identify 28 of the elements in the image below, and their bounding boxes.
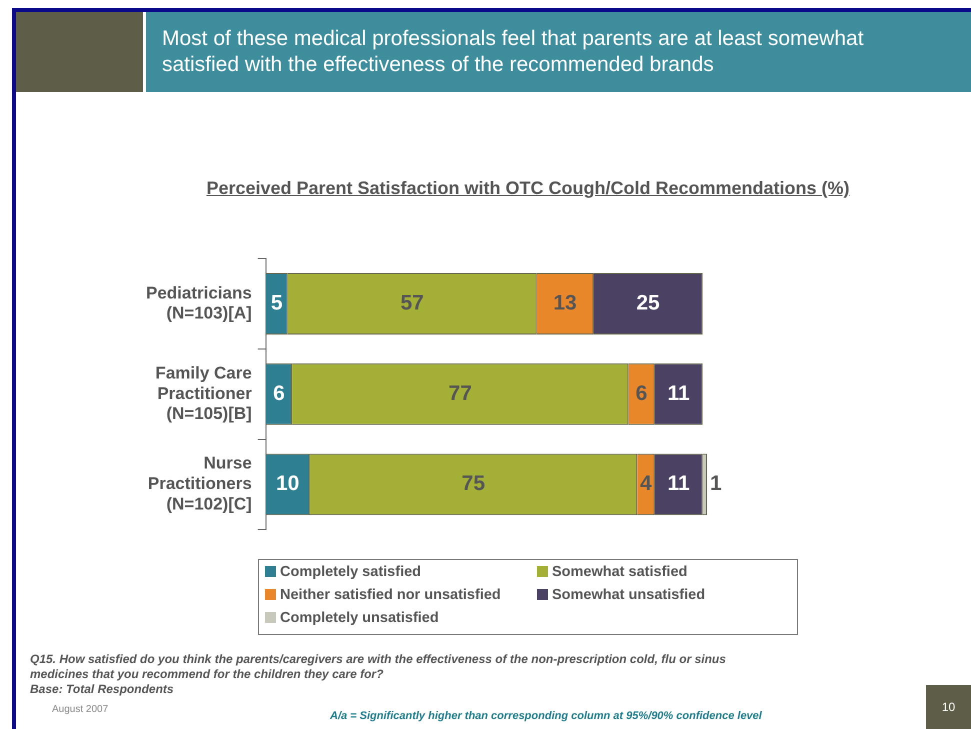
data-label: 6 bbox=[636, 382, 648, 405]
y-tick-label: Nurse Practitioners (N=102)[C] bbox=[148, 454, 252, 514]
data-label: 1 bbox=[710, 472, 722, 496]
data-label: 4 bbox=[640, 472, 652, 496]
legend-label: Completely unsatisfied bbox=[279, 610, 440, 628]
text: Q15. How satisfied do you think the parents/caregivers are with the effectiveness of the non-prescription cold, flu or sinus medicines that you recommend for the children they care for? bbox=[30, 652, 726, 681]
data-label: 57 bbox=[400, 292, 424, 315]
text: 10 bbox=[926, 685, 971, 729]
data-label: 75 bbox=[462, 472, 486, 496]
text: A/a = Significantly higher than corresponding column at 95%/90% confidence level bbox=[330, 710, 762, 722]
legend-label: Neither satisfied nor unsatisfied bbox=[279, 587, 502, 605]
text: August 2007 bbox=[52, 704, 108, 715]
data-label: 77 bbox=[448, 382, 472, 405]
y-tick-label: Family Care Practitioner (N=105)[B] bbox=[155, 363, 252, 424]
data-label: 11 bbox=[668, 472, 690, 496]
chart-subtitle: Perceived Parent Satisfaction with OTC Cough/Cold Recommendations (%) bbox=[205, 178, 851, 199]
data-label: 11 bbox=[668, 382, 690, 405]
data-label: 25 bbox=[636, 292, 660, 315]
chart-title: Most of these medical professionals feel that parents are at least somewhat satisfied with the effectiveness of the recommended brands bbox=[146, 12, 971, 92]
data-label: 6 bbox=[273, 382, 285, 405]
data-label: 10 bbox=[276, 472, 300, 496]
data-label: 13 bbox=[553, 292, 577, 315]
text: Base: Total Respondents bbox=[30, 682, 174, 696]
legend-label: Completely satisfied bbox=[279, 564, 422, 582]
y-tick-label: Pediatricians (N=103)[A] bbox=[146, 283, 252, 323]
legend-label: Somewhat satisfied bbox=[551, 564, 688, 582]
data-label: 5 bbox=[270, 292, 283, 315]
legend-label: Somewhat unsatisfied bbox=[551, 587, 706, 605]
